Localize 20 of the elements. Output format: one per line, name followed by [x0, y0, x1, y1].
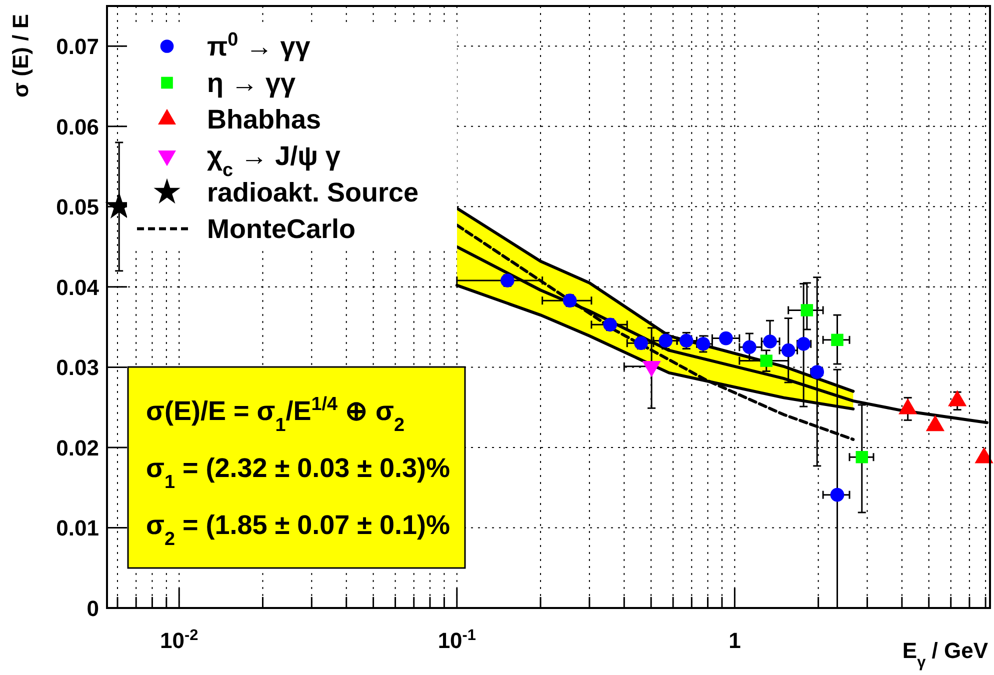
annotation: σ(E)/E = σ$_{1}$/E$^{1/4}$ ⊕ σ$_{2}$	[146, 394, 405, 436]
legend-label: Bhabhas	[207, 104, 322, 134]
x-tick-label: 1	[728, 628, 741, 653]
annotation: σ$_{2}$ = (1.85 ± 0.07 ± 0.1)%	[146, 510, 450, 550]
y-tick-label: 0.03	[56, 355, 99, 380]
x-tick-label: 10$^{-1}$	[438, 626, 476, 653]
y-tick-label: 0.01	[56, 516, 99, 541]
legend-label: MonteCarlo	[207, 214, 356, 244]
y-axis-title: σ (E) / E	[8, 14, 33, 98]
y-tick-label: 0.07	[56, 34, 99, 60]
y-tick-label: 0.02	[56, 435, 99, 460]
legend-label: π$^{0}$ → γγ	[207, 28, 310, 62]
y-tick-label: 0.04	[56, 274, 100, 300]
x-axis-title: E$_{γ}$ / GeV	[902, 638, 988, 670]
y-tick-label: 0	[86, 596, 99, 621]
y-tick-label: 0.05	[56, 194, 99, 220]
legend-label: η → γγ	[207, 68, 296, 98]
annotation: σ$_{1}$ = (2.32 ± 0.03 ± 0.3)%	[146, 453, 450, 492]
y-tick-label: 0.06	[56, 114, 99, 140]
x-tick-label: 10$^{-2}$	[160, 626, 198, 653]
